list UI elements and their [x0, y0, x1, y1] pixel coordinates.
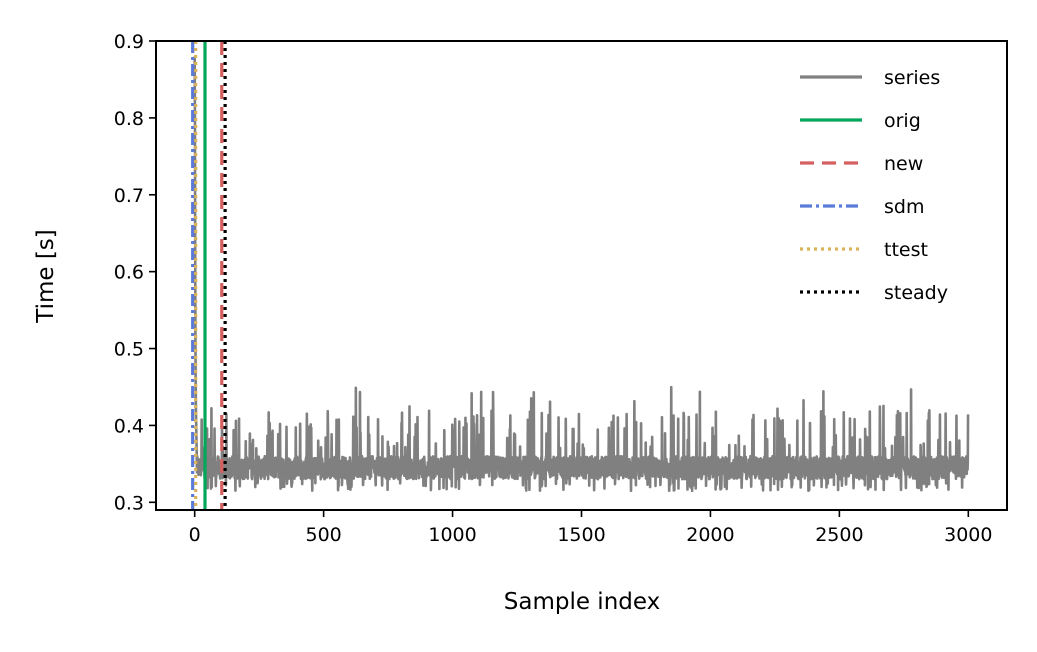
- x-tick-label: 2500: [815, 524, 863, 546]
- y-tick-label: 0.6: [114, 262, 144, 284]
- legend-label-steady: steady: [884, 282, 948, 304]
- legend-label-new: new: [884, 153, 923, 175]
- legend-label-orig: orig: [884, 110, 921, 132]
- y-tick-label: 0.8: [114, 108, 144, 130]
- x-tick-label: 1500: [557, 524, 605, 546]
- y-tick-label: 0.9: [114, 31, 144, 53]
- x-tick-label: 3000: [944, 524, 992, 546]
- y-tick-label: 0.4: [114, 415, 144, 437]
- x-tick-label: 0: [189, 524, 201, 546]
- x-tick-label: 1000: [428, 524, 476, 546]
- y-tick-label: 0.5: [114, 339, 144, 361]
- y-axis-label: Time [s]: [33, 229, 59, 324]
- y-tick-label: 0.7: [114, 185, 144, 207]
- x-axis-label: Sample index: [504, 589, 660, 615]
- y-tick-label: 0.3: [114, 492, 144, 514]
- legend-label-ttest: ttest: [884, 239, 928, 261]
- x-tick-label: 2000: [686, 524, 734, 546]
- x-tick-label: 500: [305, 524, 341, 546]
- legend-label-series: series: [884, 67, 940, 89]
- legend-label-sdm: sdm: [884, 196, 924, 218]
- series-line: [193, 56, 970, 493]
